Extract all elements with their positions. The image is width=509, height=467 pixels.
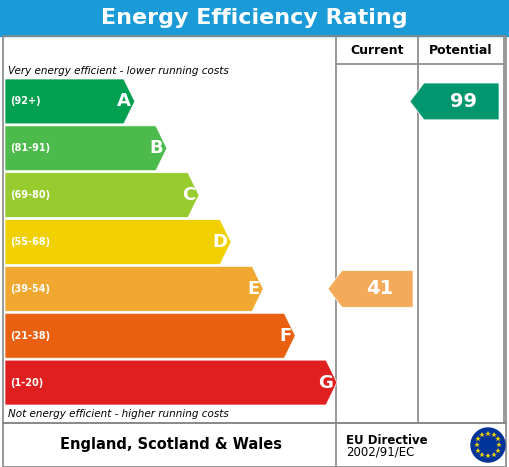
Text: Energy Efficiency Rating: Energy Efficiency Rating [101,8,408,28]
Text: England, Scotland & Wales: England, Scotland & Wales [60,438,282,453]
Text: (55-68): (55-68) [10,237,50,247]
Circle shape [471,428,505,462]
Polygon shape [5,360,337,405]
Bar [3,36,506,423]
Text: (1-20): (1-20) [10,378,43,388]
Polygon shape [5,79,135,124]
Bar [3,423,506,467]
Text: C: C [182,186,195,204]
Text: (92+): (92+) [10,96,41,106]
Polygon shape [410,83,499,120]
Polygon shape [5,313,295,358]
Polygon shape [5,219,231,264]
Text: G: G [318,374,333,391]
Polygon shape [328,270,413,307]
Text: (69-80): (69-80) [10,190,50,200]
Polygon shape [5,173,199,218]
Text: F: F [279,327,291,345]
Text: D: D [212,233,227,251]
Polygon shape [5,126,167,171]
Bar [0,0,509,36]
Text: Very energy efficient - lower running costs: Very energy efficient - lower running co… [8,66,229,76]
Text: 99: 99 [450,92,477,111]
Text: Not energy efficient - higher running costs: Not energy efficient - higher running co… [8,409,229,419]
Text: Current: Current [350,43,404,57]
Text: B: B [149,139,163,157]
Text: A: A [117,92,131,110]
Text: Potential: Potential [429,43,493,57]
Text: (81-91): (81-91) [10,143,50,153]
Text: EU Directive: EU Directive [346,433,428,446]
Polygon shape [5,267,263,311]
Text: 41: 41 [366,279,393,298]
Text: (39-54): (39-54) [10,284,50,294]
Text: 2002/91/EC: 2002/91/EC [346,446,414,459]
Text: E: E [247,280,259,298]
Text: (21-38): (21-38) [10,331,50,341]
